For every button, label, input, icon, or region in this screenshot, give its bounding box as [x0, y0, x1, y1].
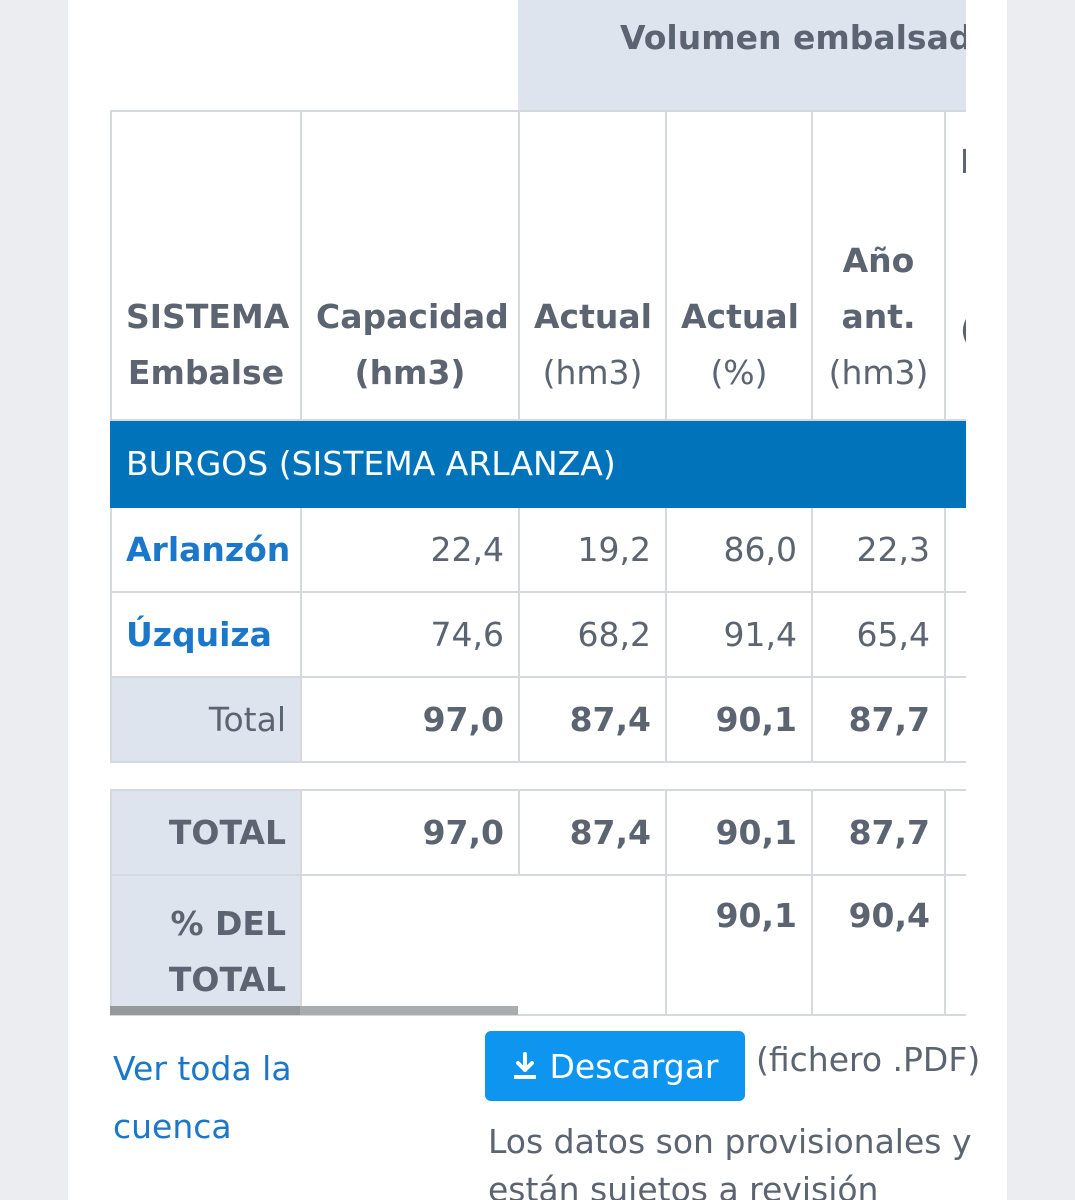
reservoir-link-arlanzon[interactable]: Arlanzón	[110, 506, 302, 593]
table-row: Úzquiza 74,6 68,2 91,4 65,4	[110, 591, 966, 678]
total-ano-ant: 87,7	[811, 789, 946, 876]
cell-empty	[944, 789, 966, 876]
total-label: TOTAL	[110, 789, 302, 876]
cell-empty	[944, 676, 966, 763]
total-capacidad: 97,0	[300, 789, 520, 876]
cell-actual-hm3: 19,2	[518, 506, 667, 593]
cell-actual-hm3: 68,2	[518, 591, 667, 678]
column-header-row: SISTEMA Embalse Capacidad (hm3) Actual (hm3…	[110, 110, 966, 421]
subtotal-actual-pct: 90,1	[665, 676, 813, 763]
table-row: Arlanzón 22,4 19,2 86,0 22,3	[110, 506, 966, 593]
download-label: Descargar	[549, 1046, 719, 1086]
total-actual-hm3: 87,4	[518, 789, 667, 876]
group-row: BURGOS (SISTEMA ARLANZA)	[110, 419, 966, 508]
subtotal-ano-ant: 87,7	[811, 676, 946, 763]
download-button[interactable]: Descargar	[485, 1031, 745, 1101]
page-content: Volumen embalsado SISTEMA Embalse Capacid…	[68, 0, 1007, 1200]
spacer-row	[111, 762, 966, 790]
group-label: BURGOS (SISTEMA ARLANZA)	[110, 419, 966, 508]
disclaimer-text: Los datos son provisionales y están sujet…	[488, 1122, 972, 1200]
pct-total-label: % DEL TOTAL	[110, 874, 302, 1016]
reservoir-link-uzquiza[interactable]: Úzquiza	[110, 591, 302, 678]
spacer	[111, 762, 966, 790]
total-actual-pct: 90,1	[665, 789, 813, 876]
pct-total-actual-pct: 90,1	[665, 874, 813, 1016]
col-header-actual-pct: Actual (%)	[665, 110, 813, 421]
cell-ano-ant: 22,3	[811, 506, 946, 593]
pct-total-ano-ant: 90,4	[811, 874, 946, 1016]
subtotal-capacidad: 97,0	[300, 676, 520, 763]
cell-empty	[300, 874, 666, 1016]
cell-capacidad: 74,6	[300, 591, 520, 678]
download-icon	[513, 1052, 536, 1079]
ver-toda-la-cuenca-link[interactable]: Ver toda la cuenca	[113, 1049, 292, 1146]
cell-actual-pct: 86,0	[665, 506, 813, 593]
cell-ano-ant: 65,4	[811, 591, 946, 678]
cell-empty	[944, 591, 966, 678]
scrollbar-handle[interactable]	[110, 1006, 300, 1015]
col-header-sistema: SISTEMA Embalse	[110, 110, 302, 421]
col-header-actual-hm3: Actual (hm3)	[518, 110, 667, 421]
pct-total-row: % DEL TOTAL 90,1 90,4	[110, 874, 966, 1016]
table-scroll-area[interactable]: Volumen embalsado SISTEMA Embalse Capacid…	[110, 0, 966, 1020]
cell-capacidad: 22,4	[300, 506, 520, 593]
col-header-next: I(	[944, 110, 966, 421]
total-row: TOTAL 97,0 87,4 90,1 87,7	[110, 789, 966, 876]
cell-empty	[944, 874, 966, 1016]
subtotal-actual-hm3: 87,4	[518, 676, 667, 763]
reservoir-table: SISTEMA Embalse Capacidad (hm3) Actual (hm3…	[110, 110, 966, 1016]
col-header-ano-ant: Año ant. (hm3)	[811, 110, 946, 421]
cell-actual-pct: 91,4	[665, 591, 813, 678]
volumen-embalsado-header: Volumen embalsado	[518, 0, 966, 110]
horizontal-scrollbar[interactable]	[110, 1006, 518, 1015]
file-type-note: (fichero .PDF)	[756, 1040, 981, 1079]
subtotal-label: Total	[110, 676, 302, 763]
cell-empty	[944, 506, 966, 593]
col-header-capacidad: Capacidad (hm3)	[300, 110, 520, 421]
subtotal-row: Total 97,0 87,4 90,1 87,7	[110, 676, 966, 763]
